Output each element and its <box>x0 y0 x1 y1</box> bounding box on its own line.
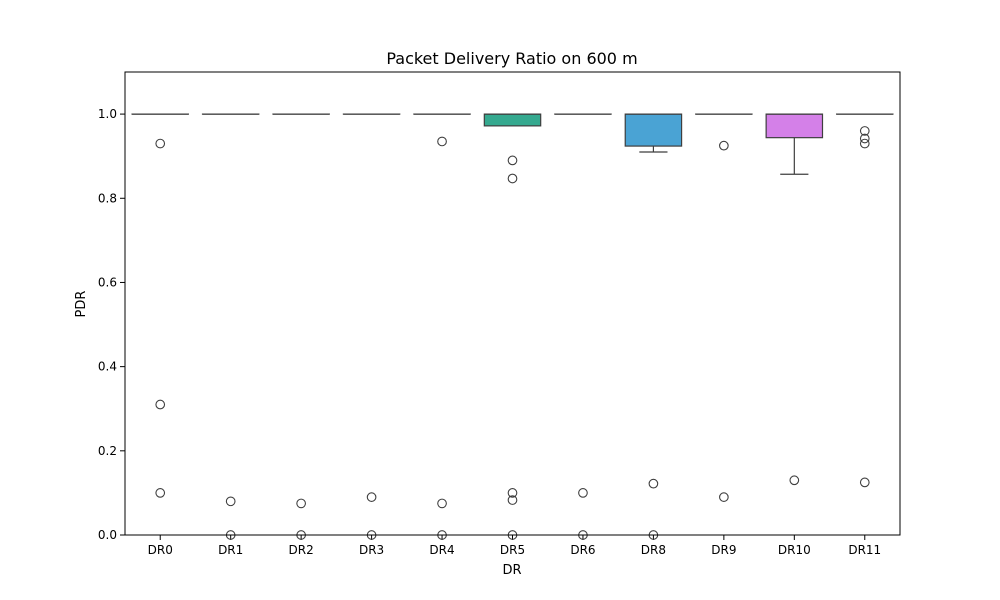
outlier-dr6 <box>578 488 588 498</box>
y-tick-label: 0.0 <box>98 528 117 542</box>
outlier-dr11 <box>859 477 870 488</box>
plot-area: 0.0 0.2 0.4 0.6 0.8 1.0 DR0 DR1 DR2 DR3 DR4 DR5 DR6 D… <box>98 107 894 557</box>
x-tick-label: DR10 <box>778 543 811 557</box>
outlier-dr2 <box>296 498 306 509</box>
x-tick-label: DR8 <box>641 543 666 557</box>
outlier-dr4 <box>437 136 447 147</box>
y-tick-label: 1.0 <box>98 107 117 121</box>
outlier-dr1 <box>225 496 236 507</box>
outlier-dr5 <box>507 155 518 166</box>
x-tick-label: DR6 <box>570 543 595 557</box>
x-tick-label: DR11 <box>848 543 881 557</box>
outlier-dr11 <box>859 133 870 144</box>
x-tick-label: DR1 <box>218 543 243 557</box>
y-tick-label: 0.2 <box>98 444 117 458</box>
box-dr5 <box>483 113 542 127</box>
x-tick-label: DR3 <box>359 543 384 557</box>
x-axis-label: DR <box>502 563 521 578</box>
outlier-dr0 <box>155 488 166 498</box>
x-tick-label: DR4 <box>429 543 454 557</box>
box-dr10 <box>765 113 824 139</box>
x-tick-label: DR9 <box>711 543 736 557</box>
outlier-dr11 <box>859 138 870 149</box>
outlier-dr0 <box>155 399 166 410</box>
y-tick-label: 0.4 <box>98 360 117 374</box>
outlier-dr8 <box>648 478 659 489</box>
outlier-dr9 <box>719 140 729 151</box>
outlier-dr10 <box>789 475 800 486</box>
x-tick-label: DR5 <box>500 543 525 557</box>
outlier-dr4 <box>437 498 447 509</box>
outlier-dr11 <box>859 126 870 136</box>
outlier-dr3 <box>366 492 377 502</box>
box-dr8 <box>624 113 683 147</box>
y-tick-label: 0.6 <box>98 275 117 289</box>
outlier-dr0 <box>155 138 166 149</box>
outlier-dr5 <box>507 173 518 184</box>
outlier-dr5 <box>507 495 518 505</box>
plot-frame <box>124 71 901 536</box>
outlier-dr9 <box>719 492 729 502</box>
x-tick-label: DR2 <box>289 543 314 557</box>
chart-title: Packet Delivery Ratio on 600 m <box>386 49 637 68</box>
y-axis-label: PDR <box>74 291 89 318</box>
x-tick-label: DR0 <box>148 543 173 557</box>
outlier-dr5 <box>507 488 518 498</box>
y-tick-label: 0.8 <box>98 191 117 205</box>
